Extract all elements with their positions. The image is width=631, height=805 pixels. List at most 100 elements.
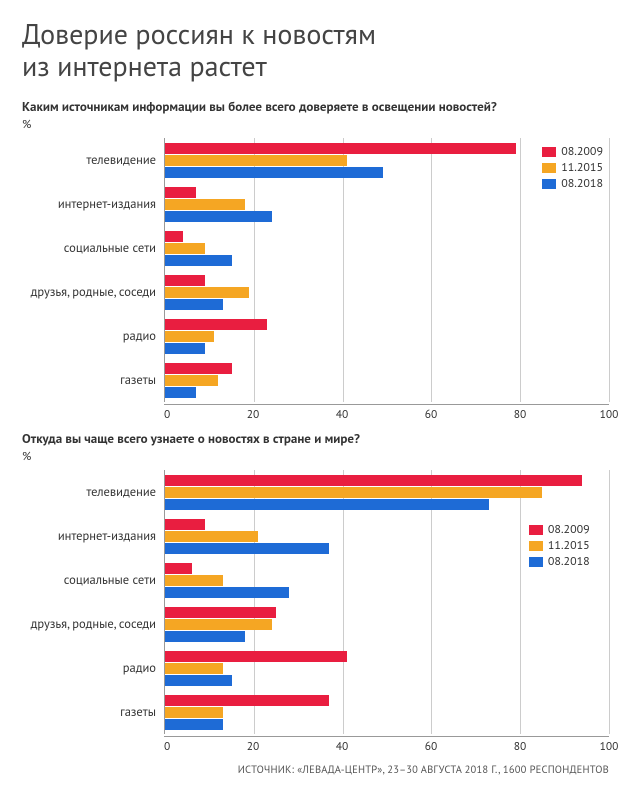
category-labels: телевидениеинтернет-изданиясоциальные се… (22, 470, 164, 734)
x-tick: 80 (514, 739, 527, 754)
chart-sources: Откуда вы чаще всего узнаете о новостях … (22, 430, 609, 754)
legend-swatch (529, 541, 543, 551)
legend-label: 11.2015 (561, 160, 603, 175)
legend-swatch (542, 163, 556, 173)
category-label: газеты (22, 358, 164, 402)
chart-subtitle: Каким источникам информации вы более все… (22, 98, 609, 115)
x-tick: 0 (164, 739, 170, 754)
category-group (165, 602, 609, 646)
category-group (165, 690, 609, 734)
legend-label: 08.2009 (561, 144, 603, 159)
x-axis: 020406080100 (164, 736, 609, 754)
bar (165, 695, 329, 706)
category-group (165, 358, 609, 402)
chart-subtitle: Откуда вы чаще всего узнаете о новостях … (22, 430, 609, 447)
x-tick: 0 (164, 407, 170, 422)
x-tick: 60 (425, 739, 438, 754)
bar (165, 243, 205, 254)
category-label: социальные сети (22, 558, 164, 602)
legend-item: 08.2018 (529, 554, 590, 569)
x-tick: 100 (600, 407, 619, 422)
category-group (165, 226, 609, 270)
plot: 08.200911.201508.2018 (164, 138, 609, 402)
category-group (165, 270, 609, 314)
category-label: интернет-издания (22, 514, 164, 558)
plot: 08.200911.201508.2018 (164, 470, 609, 734)
bar (165, 651, 347, 662)
bar (165, 475, 582, 486)
bar (165, 707, 223, 718)
x-tick: 20 (247, 739, 260, 754)
bar (165, 287, 249, 298)
category-label: друзья, родные, соседи (22, 602, 164, 646)
bar (165, 343, 205, 354)
bar (165, 719, 223, 730)
bar (165, 387, 196, 398)
x-tick: 40 (336, 407, 349, 422)
legend-item: 08.2018 (542, 176, 603, 191)
legend-item: 11.2015 (542, 160, 603, 175)
legend-swatch (529, 525, 543, 535)
x-tick: 100 (600, 739, 619, 754)
category-label: телевидение (22, 138, 164, 182)
chart-trust: Каким источникам информации вы более все… (22, 98, 609, 422)
x-tick: 20 (247, 407, 260, 422)
legend: 08.200911.201508.2018 (536, 140, 609, 195)
category-label: радио (22, 646, 164, 690)
bar (165, 587, 289, 598)
bar (165, 519, 205, 530)
legend-item: 11.2015 (529, 538, 590, 553)
bar (165, 211, 272, 222)
bar (165, 231, 183, 242)
bar (165, 363, 232, 374)
bar (165, 319, 267, 330)
chart-area: телевидениеинтернет-изданиясоциальные се… (22, 470, 609, 734)
x-tick: 40 (336, 739, 349, 754)
legend-label: 08.2018 (561, 176, 603, 191)
bar (165, 275, 205, 286)
bar (165, 531, 258, 542)
bar (165, 375, 218, 386)
category-label: радио (22, 314, 164, 358)
legend-label: 08.2018 (548, 554, 590, 569)
bar (165, 143, 516, 154)
bar (165, 543, 329, 554)
bar (165, 499, 489, 510)
category-label: интернет-издания (22, 182, 164, 226)
bar (165, 631, 245, 642)
category-group (165, 470, 609, 514)
bar (165, 487, 542, 498)
bar (165, 155, 347, 166)
legend-item: 08.2009 (529, 522, 590, 537)
gridline (609, 470, 610, 734)
legend-item: 08.2009 (542, 144, 603, 159)
bar (165, 607, 276, 618)
chart-area: телевидениеинтернет-изданиясоциальные се… (22, 138, 609, 402)
legend-label: 11.2015 (548, 538, 590, 553)
gridline (609, 138, 610, 402)
category-label: друзья, родные, соседи (22, 270, 164, 314)
bar (165, 575, 223, 586)
bar (165, 663, 223, 674)
category-group (165, 314, 609, 358)
legend-swatch (529, 557, 543, 567)
unit-label: % (22, 117, 609, 132)
x-tick: 60 (425, 407, 438, 422)
x-axis-row: 020406080100 (22, 404, 609, 422)
bar (165, 675, 232, 686)
x-axis: 020406080100 (164, 404, 609, 422)
x-axis-row: 020406080100 (22, 736, 609, 754)
legend: 08.200911.201508.2018 (523, 518, 596, 573)
legend-label: 08.2009 (548, 522, 590, 537)
bar (165, 619, 272, 630)
legend-swatch (542, 147, 556, 157)
x-tick: 80 (514, 407, 527, 422)
category-labels: телевидениеинтернет-изданиясоциальные се… (22, 138, 164, 402)
bar (165, 563, 192, 574)
bar (165, 331, 214, 342)
category-group (165, 646, 609, 690)
main-title: Доверие россиян к новостям из интернета … (22, 18, 609, 82)
source-note: ИСТОЧНИК: «ЛЕВАДА-ЦЕНТР», 23–30 АВГУСТА … (22, 762, 609, 776)
legend-swatch (542, 179, 556, 189)
category-label: телевидение (22, 470, 164, 514)
